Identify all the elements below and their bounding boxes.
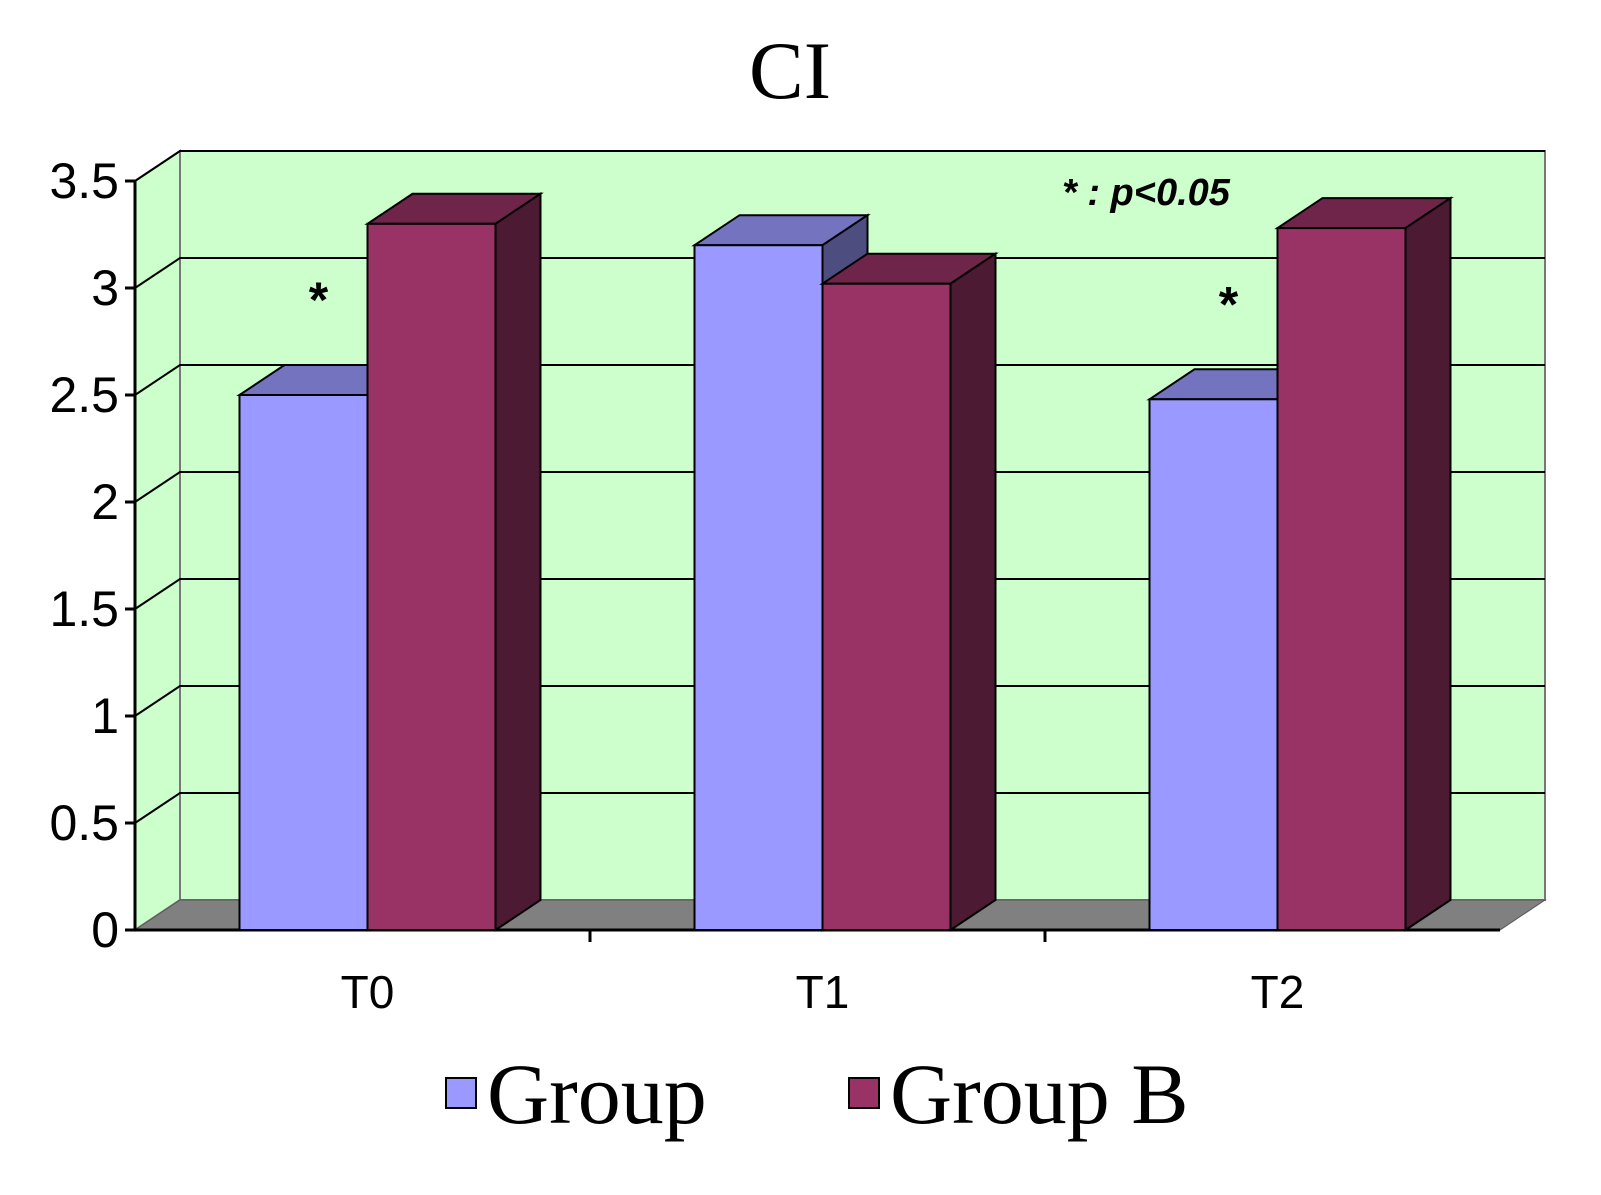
- significance-note: * : p<0.05: [1062, 172, 1231, 214]
- legend-label-group: Group: [487, 1046, 707, 1142]
- bar: [364, 191, 544, 932]
- gridline: [134, 792, 1545, 824]
- x-tick-label: T2: [1251, 966, 1305, 1018]
- y-tick-label: 2: [91, 474, 119, 530]
- bar-front: [821, 282, 952, 932]
- y-tick-label: 2.5: [49, 367, 119, 423]
- significance-star: *: [1219, 276, 1239, 332]
- x-tick-label: T1: [796, 966, 850, 1018]
- y-tick-label: 3: [91, 260, 119, 316]
- legend: Group Group B: [445, 1046, 1189, 1142]
- gridline: [134, 150, 1545, 182]
- chart-title: CI: [749, 25, 831, 116]
- bar-side: [494, 191, 542, 932]
- gridlines: [134, 150, 1545, 824]
- gridline: [134, 364, 1545, 396]
- y-tick-label: 1.5: [49, 581, 119, 637]
- bar-side: [949, 251, 997, 932]
- legend-swatch-group-b: [848, 1077, 880, 1109]
- bar-side: [1404, 196, 1452, 932]
- significance-star: *: [309, 272, 329, 328]
- bar-front: [693, 244, 824, 931]
- y-tick-label: 1: [91, 688, 119, 744]
- y-tick-label: 0: [91, 902, 119, 958]
- y-tick-label: 0.5: [49, 795, 119, 851]
- bar: [1274, 196, 1454, 932]
- gridline: [134, 578, 1545, 610]
- bar: [819, 251, 999, 932]
- x-tick-label: T0: [341, 966, 395, 1018]
- gridline: [134, 257, 1545, 289]
- gridline: [134, 685, 1545, 717]
- bar-front: [238, 394, 369, 931]
- bar-front: [1148, 398, 1279, 931]
- legend-swatch-group: [445, 1077, 477, 1109]
- legend-label-group-b: Group B: [890, 1046, 1189, 1142]
- bar-front: [366, 222, 497, 932]
- labels: 0 0.5 1 1.5 2 2.5 3 3.5 T0 * T1 T2 *: [49, 153, 1304, 1018]
- plot-side-wall: [134, 149, 181, 932]
- bar-front: [1276, 227, 1407, 931]
- bars: [236, 191, 1454, 932]
- gridline: [134, 471, 1545, 503]
- y-tick-label: 3.5: [49, 153, 119, 209]
